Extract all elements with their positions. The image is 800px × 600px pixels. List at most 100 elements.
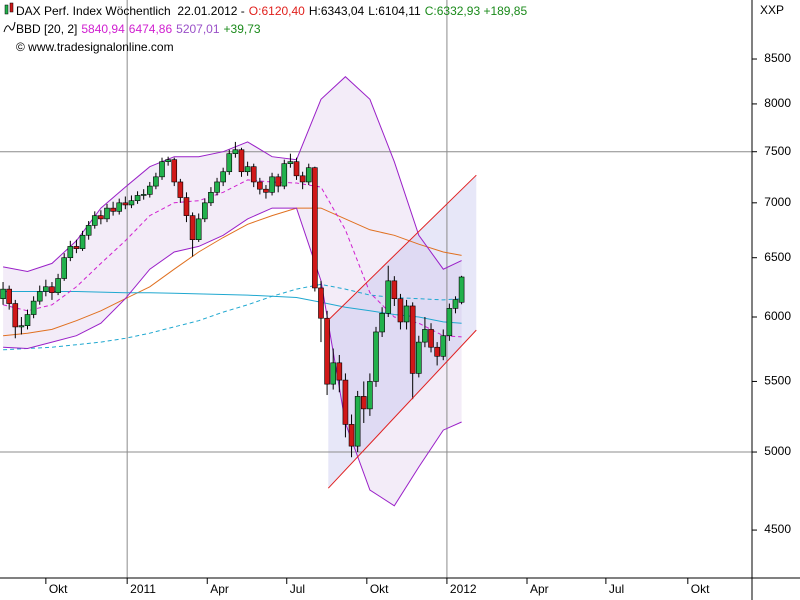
grid	[0, 0, 752, 578]
candle-body	[440, 335, 447, 357]
candle-body	[232, 149, 239, 154]
header-line: BBD [20, 2] 5840,94 6474,86 5207,01 +39,73	[16, 20, 531, 38]
candle-body	[189, 215, 196, 240]
candle-body	[12, 303, 19, 328]
candle-body	[275, 176, 281, 187]
candle-body	[159, 161, 165, 178]
candle-body	[281, 163, 288, 187]
candle-body	[452, 299, 459, 309]
candle-body	[415, 341, 422, 374]
header-line: © www.tradesignalonline.com	[16, 38, 531, 56]
candle-body	[422, 329, 428, 343]
x-tick-label: 2012	[450, 582, 477, 596]
candle-body	[446, 308, 453, 337]
y-tick-label: 6500	[764, 250, 791, 264]
channel-lower	[327, 329, 477, 489]
candle-body	[49, 286, 55, 294]
channel-upper	[327, 174, 477, 321]
candles	[0, 141, 477, 489]
candle-body	[43, 286, 49, 292]
y-tick-label: 4500	[764, 522, 791, 536]
x-tick-label: Apr	[530, 582, 549, 596]
candle-body	[360, 396, 367, 410]
candle-body	[67, 246, 74, 259]
y-tick-label: 7500	[764, 144, 791, 158]
candle-body	[434, 346, 440, 357]
candle-body	[367, 381, 373, 410]
y-tick-label: 7000	[764, 195, 791, 209]
candle-body	[409, 305, 416, 374]
candle-body	[153, 176, 159, 187]
candle-body	[73, 246, 80, 249]
candle-body	[293, 161, 300, 177]
candle-body	[36, 291, 43, 302]
symbol-icon	[4, 2, 14, 15]
candle-body	[85, 225, 92, 236]
candle-body	[134, 195, 141, 202]
header-text: DAX Perf. Index Wöchentlich 22.01.2012 -	[16, 4, 245, 18]
candle-body	[0, 288, 6, 300]
candle-body	[379, 312, 385, 333]
moving-average	[3, 283, 462, 351]
candle-body	[354, 396, 361, 447]
candle-body	[61, 257, 67, 279]
y-tick-label: 8500	[764, 51, 791, 65]
header-text: © www.tradesignalonline.com	[16, 40, 174, 54]
candle-body	[177, 181, 184, 198]
x-tick-label: Jul	[290, 582, 305, 596]
candle-body	[214, 181, 220, 193]
candle-body	[208, 192, 214, 204]
x-tick-label: Okt	[691, 582, 710, 596]
candle-body	[385, 280, 392, 314]
candle-body	[312, 167, 318, 289]
candle-body	[128, 200, 135, 206]
x-tick-label: 2011	[130, 582, 156, 596]
candle-body	[397, 298, 404, 323]
candle-body	[24, 314, 31, 326]
candle-body	[458, 276, 465, 303]
y-tick-label: 8000	[764, 96, 791, 110]
candle-body	[220, 171, 226, 183]
candle-body	[330, 362, 337, 385]
header-text: 5207,01	[176, 22, 220, 36]
header-text: L:6104,11	[368, 4, 421, 18]
y-tick-label: 6000	[764, 309, 791, 323]
candle-body	[257, 181, 263, 190]
candle-body	[403, 305, 410, 323]
candle-body	[305, 167, 312, 183]
candle-body	[146, 185, 153, 195]
candle-body	[116, 202, 123, 212]
candle-body	[55, 278, 61, 294]
candle-body	[30, 300, 37, 315]
candle-body	[122, 202, 129, 206]
candle-body	[202, 202, 208, 220]
candle-body	[91, 215, 98, 226]
candle-body	[373, 331, 379, 382]
candle-body	[324, 317, 330, 385]
indicator-icon	[3, 21, 16, 33]
candle-body	[318, 287, 324, 319]
candle-body	[140, 194, 147, 196]
header-text: 5840,94	[81, 22, 125, 36]
header-line: DAX Perf. Index Wöchentlich 22.01.2012 -…	[16, 2, 531, 20]
corner-label: XXP	[760, 3, 784, 17]
candle-body	[195, 218, 202, 240]
candle-body	[110, 207, 116, 212]
candle-body	[336, 362, 343, 381]
x-tick-label: Okt	[49, 582, 68, 596]
candle-body	[183, 197, 190, 216]
candle-body	[171, 159, 178, 183]
candle-body	[263, 188, 269, 193]
y-tick-label: 5000	[764, 444, 791, 458]
header-text: O:6120,40	[248, 4, 305, 18]
candle-body	[244, 166, 251, 173]
x-tick-label: Okt	[370, 582, 389, 596]
channel-fill	[328, 175, 477, 489]
moving-average	[3, 291, 462, 324]
candle-body	[348, 424, 355, 447]
candle-body	[226, 153, 233, 173]
header-text: BBD [20, 2]	[16, 22, 78, 36]
